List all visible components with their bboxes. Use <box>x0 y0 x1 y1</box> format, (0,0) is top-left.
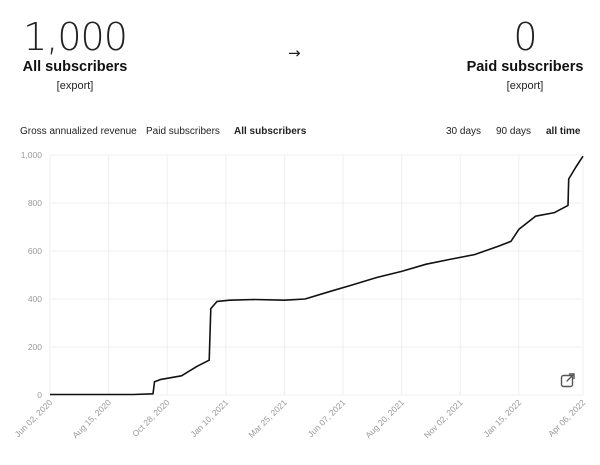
arrow-right-icon: → <box>288 44 301 62</box>
paid-subscribers-stat: 0 Paid subscribers [export] <box>460 16 590 94</box>
x-tick-label: Jun 02, 2020 <box>13 397 55 439</box>
tab-gross-annualized-revenue[interactable]: Gross annualized revenue <box>20 126 137 137</box>
x-tick-label: Aug 15, 2020 <box>70 397 113 440</box>
x-tick-label: Jun 07, 2021 <box>306 397 348 439</box>
y-tick-label: 0 <box>37 390 42 400</box>
x-tick-label: Aug 20, 2021 <box>363 397 406 440</box>
paid-subscribers-count: 0 <box>513 15 537 59</box>
x-tick-label: Oct 28, 2020 <box>130 397 172 439</box>
chart-grid <box>49 154 584 396</box>
all-subscribers-label: All subscribers <box>22 59 128 75</box>
export-all-subscribers-link[interactable]: [export] <box>56 80 94 92</box>
x-tick-label: Apr 06, 2022 <box>546 397 588 439</box>
x-tick-label: Nov 02, 2021 <box>422 397 465 440</box>
y-tick-label: 400 <box>28 294 42 304</box>
paid-subscribers-label: Paid subscribers <box>466 59 584 75</box>
series-line-all-subscribers <box>50 155 584 396</box>
tab-90-days[interactable]: 90 days <box>496 126 532 137</box>
y-tick-label: 800 <box>28 198 42 208</box>
all-subscribers-count: 1,000 <box>23 15 128 59</box>
x-tick-label: Mar 25, 2021 <box>246 397 289 440</box>
y-tick-label: 1,000 <box>21 150 43 160</box>
x-tick-label: Jan 15, 2022 <box>481 397 523 439</box>
tab-all-time[interactable]: all time <box>546 126 581 137</box>
tab-paid-subscribers[interactable]: Paid subscribers <box>146 126 220 137</box>
all-subscribers-stat: 1,000 All subscribers [export] <box>14 16 136 94</box>
external-link-icon[interactable] <box>560 372 576 388</box>
tab-30-days[interactable]: 30 days <box>446 126 482 137</box>
x-axis: Jun 02, 2020 Aug 15, 2020 Oct 28, 2020 Jan … <box>13 397 588 440</box>
y-tick-label: 200 <box>28 342 42 352</box>
y-tick-label: 600 <box>28 246 42 256</box>
subscribers-line-chart: 0 200 400 600 800 1,000 Jun 02, 2020 Aug 15, 2… <box>13 150 588 440</box>
x-tick-label: Jan 10, 2021 <box>188 397 230 439</box>
y-axis: 0 200 400 600 800 1,000 <box>21 150 43 400</box>
tab-all-subscribers[interactable]: All subscribers <box>234 126 307 137</box>
export-paid-subscribers-link[interactable]: [export] <box>506 80 544 92</box>
